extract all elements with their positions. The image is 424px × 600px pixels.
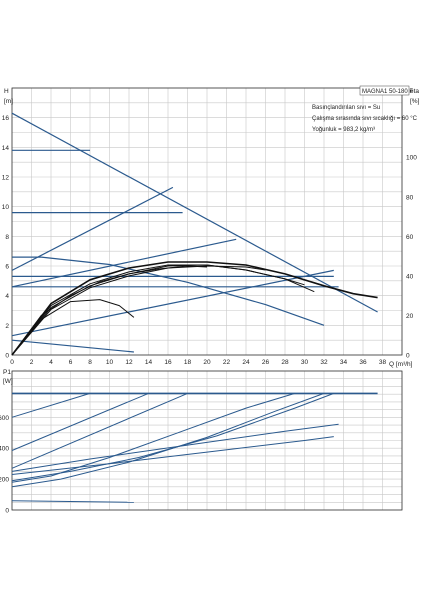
power-plot-frame <box>11 370 403 511</box>
head-curves <box>11 112 378 353</box>
x-tick-label: 32 <box>320 359 328 366</box>
x-tick-label: 26 <box>262 359 270 366</box>
head-tick-label: 8 <box>5 234 9 241</box>
x-tick-label: 18 <box>184 359 192 366</box>
eta-tick-label: 80 <box>406 194 414 201</box>
power-curve <box>11 500 134 503</box>
x-tick-label: 6 <box>69 359 73 366</box>
x-tick-label: 30 <box>301 359 309 366</box>
x-tick-label: 12 <box>125 359 133 366</box>
power-tick-label: 200 <box>0 477 9 484</box>
tick-labels: 0 2 4 6 8 10 12 14 16 18 20 22 24 26 28 30 32 34 36 3802468… <box>0 115 417 514</box>
eta-axis-label: eta <box>410 88 419 95</box>
power-curve <box>11 392 188 469</box>
eta-tick-label: 40 <box>406 273 414 280</box>
power-grid <box>11 370 403 511</box>
efficiency-curve <box>11 261 378 356</box>
x-tick-label: 10 <box>106 359 114 366</box>
x-tick-label: 38 <box>379 359 387 366</box>
head-curve <box>11 112 378 313</box>
annotation-liquid: Basınçlandırılan sıvı = Su <box>312 105 380 111</box>
power-axis-label-unit: [W] <box>3 378 13 385</box>
eta-tick-label: 20 <box>406 313 414 320</box>
power-curves <box>11 392 378 503</box>
head-curve <box>11 339 134 353</box>
annotation-density: Yoğunluk = 983,2 kg/m³ <box>312 127 375 133</box>
efficiency-curve <box>11 265 266 356</box>
power-curve <box>11 423 339 472</box>
eta-tick-label: 60 <box>406 234 414 241</box>
x-tick-label: 36 <box>359 359 367 366</box>
head-tick-label: 12 <box>2 175 10 182</box>
head-tick-label: 10 <box>2 204 10 211</box>
chart-title: MAGNA1 50-180 F <box>362 89 413 95</box>
x-tick-label: 16 <box>164 359 172 366</box>
x-tick-label: 34 <box>340 359 348 366</box>
eta-tick-label: 0 <box>406 353 410 360</box>
head-tick-label: 6 <box>5 264 9 271</box>
efficiency-curve <box>11 299 135 356</box>
head-tick-label: 16 <box>2 115 10 122</box>
head-tick-label: 14 <box>2 145 10 152</box>
x-tick-label: 20 <box>203 359 211 366</box>
head-grid <box>11 87 403 356</box>
efficiency-curves <box>11 261 378 356</box>
head-curve <box>11 238 237 288</box>
x-tick-label: 14 <box>145 359 153 366</box>
power-curve <box>11 392 149 451</box>
head-tick-label: 0 <box>5 353 9 360</box>
head-axis-label-h: H <box>4 88 9 95</box>
head-tick-label: 2 <box>5 323 9 330</box>
head-axis-label-unit: [m] <box>4 98 13 105</box>
head-tick-label: 4 <box>5 293 9 300</box>
x-tick-label: 4 <box>49 359 53 366</box>
annotation-temperature: Çalışma sırasında sıvı sıcaklığı = 60 °C <box>312 116 418 122</box>
power-curve <box>11 392 91 418</box>
head-curve <box>12 256 325 326</box>
power-curve <box>11 392 295 483</box>
chart-title-box <box>359 85 410 96</box>
power-tick-label: 400 <box>0 446 9 453</box>
x-axis-label: Q [m³/h] <box>389 361 413 368</box>
x-tick-label: 22 <box>223 359 231 366</box>
head-plot-frame <box>11 87 403 356</box>
efficiency-curve <box>11 265 208 356</box>
x-tick-label: 8 <box>88 359 92 366</box>
eta-tick-label: 100 <box>406 155 417 162</box>
x-tick-label: 28 <box>281 359 289 366</box>
x-tick-label: 0 <box>10 359 14 366</box>
x-tick-label: 2 <box>30 359 34 366</box>
power-curve <box>11 436 334 475</box>
power-tick-label: 600 <box>0 415 9 422</box>
eta-axis-label-unit: [%] <box>410 98 420 105</box>
power-axis-label-p1: P1 <box>3 369 11 376</box>
head-curve <box>11 269 334 337</box>
x-tick-label: 24 <box>242 359 250 366</box>
power-tick-label: 0 <box>5 508 9 515</box>
